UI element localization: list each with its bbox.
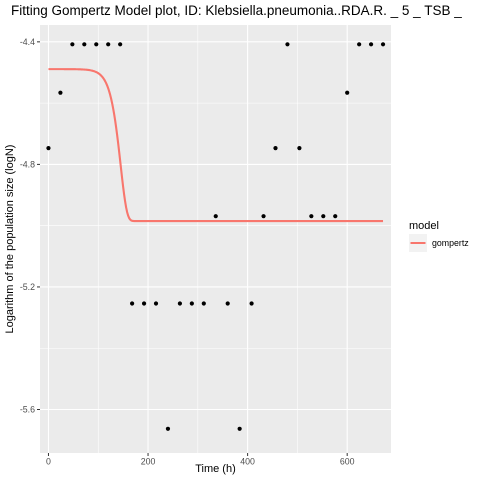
data-point bbox=[285, 42, 290, 47]
data-point bbox=[237, 426, 242, 431]
data-point bbox=[357, 42, 362, 47]
y-axis-label: Logarithm of the population size (logN) bbox=[4, 145, 16, 334]
data-point bbox=[165, 426, 171, 431]
legend: model gompertz bbox=[409, 220, 469, 252]
chart-title: Fitting Gompertz Model plot, ID: Klebsie… bbox=[11, 3, 462, 18]
fit-line-gompertz bbox=[48, 68, 384, 223]
fit-series bbox=[48, 68, 384, 223]
data-point bbox=[261, 214, 266, 219]
data-point bbox=[297, 146, 302, 151]
data-point bbox=[380, 42, 386, 47]
legend-title: model bbox=[409, 220, 439, 232]
y-tick-label: -4.8 bbox=[20, 159, 35, 169]
data-point bbox=[368, 42, 374, 47]
axis-ticks: 0 200 400 600 -5.6 -5.2 -4.8 -4.4 bbox=[20, 37, 355, 467]
grid-lines bbox=[40, 25, 391, 453]
x-tick-label: 0 bbox=[46, 457, 51, 467]
data-points bbox=[46, 42, 386, 431]
plot-panel bbox=[40, 25, 391, 453]
data-point bbox=[309, 214, 314, 219]
data-point bbox=[94, 42, 99, 47]
data-point bbox=[213, 214, 218, 219]
data-point bbox=[177, 301, 183, 306]
data-point bbox=[153, 301, 159, 306]
data-point bbox=[345, 90, 350, 95]
y-tick-label: -5.6 bbox=[20, 404, 35, 414]
data-point bbox=[58, 90, 63, 95]
data-point bbox=[333, 214, 338, 219]
x-tick-label: 400 bbox=[240, 457, 255, 467]
y-tick-label: -5.2 bbox=[20, 282, 35, 292]
data-point bbox=[249, 301, 254, 306]
data-point bbox=[273, 146, 278, 151]
data-point bbox=[106, 42, 111, 47]
y-tick-label: -4.4 bbox=[20, 37, 35, 47]
data-point bbox=[70, 42, 75, 47]
data-point bbox=[118, 42, 123, 47]
x-axis-label: Time (h) bbox=[195, 463, 236, 475]
data-point bbox=[141, 301, 147, 306]
data-point bbox=[189, 301, 194, 306]
data-point bbox=[321, 214, 326, 219]
data-point bbox=[225, 301, 230, 306]
legend-label-gompertz: gompertz bbox=[432, 238, 469, 248]
data-point bbox=[130, 301, 135, 306]
data-point bbox=[46, 146, 51, 151]
x-tick-label: 200 bbox=[141, 457, 156, 467]
data-point bbox=[82, 42, 87, 47]
x-tick-label: 600 bbox=[340, 457, 355, 467]
data-point bbox=[201, 301, 206, 306]
